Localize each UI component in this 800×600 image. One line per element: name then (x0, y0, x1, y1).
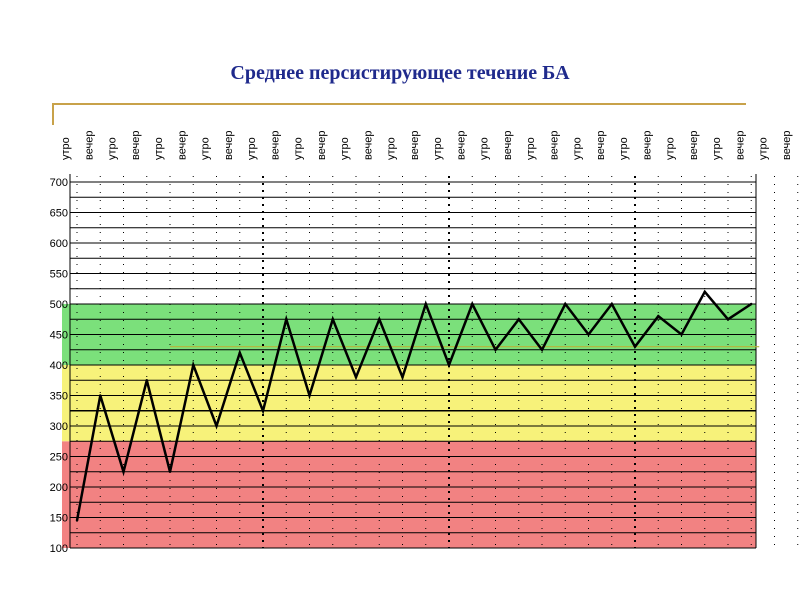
y-tick-label: 600 (50, 238, 68, 250)
data-point (703, 290, 706, 293)
x-category-label: утро (293, 137, 305, 160)
data-point (308, 394, 311, 397)
y-tick-label: 300 (50, 421, 68, 433)
data-point (750, 302, 753, 306)
x-category-label: вечер (176, 131, 188, 160)
data-point (75, 519, 79, 522)
x-category-label: утро (107, 137, 119, 160)
x-category-label: вечер (641, 131, 653, 160)
data-point (447, 363, 451, 367)
data-point (610, 302, 613, 306)
x-category-label: вечер (316, 131, 328, 160)
data-point (261, 409, 265, 412)
y-tick-label: 250 (50, 452, 68, 464)
data-point (517, 318, 520, 321)
x-category-label: утро (386, 137, 398, 160)
x-category-label: вечер (595, 131, 607, 160)
data-point (657, 315, 660, 318)
data-point (494, 348, 497, 351)
data-point (331, 318, 334, 321)
x-category-label: утро (200, 137, 212, 160)
data-point (285, 318, 288, 321)
y-tick-label: 350 (50, 391, 68, 403)
data-point (145, 379, 148, 382)
x-category-label: вечер (130, 131, 142, 160)
y-tick-label: 450 (50, 330, 68, 342)
y-tick-label: 650 (50, 208, 68, 220)
x-category-label: вечер (688, 131, 700, 160)
x-category-label: утро (432, 137, 444, 160)
x-category-label: вечер (781, 131, 793, 160)
x-category-label: утро (60, 137, 72, 160)
data-point (238, 351, 241, 354)
data-point (168, 470, 172, 473)
x-category-label: утро (665, 137, 677, 160)
x-category-label: вечер (502, 131, 514, 160)
x-category-label: утро (758, 137, 770, 160)
y-tick-label: 700 (50, 177, 68, 189)
y-tick-label: 150 (50, 513, 68, 525)
x-category-label: утро (246, 137, 258, 160)
data-point (354, 376, 358, 379)
title-rule-vertical (52, 103, 54, 125)
data-point (680, 333, 683, 336)
x-category-label: утро (618, 137, 630, 160)
x-category-label: вечер (548, 131, 560, 160)
data-point (192, 363, 195, 367)
data-point (726, 318, 730, 321)
y-tick-label: 200 (50, 482, 68, 494)
x-category-label: утро (711, 137, 723, 160)
x-category-label: вечер (362, 131, 374, 160)
data-point (215, 424, 218, 428)
data-point (424, 302, 427, 306)
y-tick-label: 100 (50, 543, 68, 555)
data-point (99, 394, 102, 397)
data-series-line (75, 289, 752, 521)
x-category-label: утро (339, 137, 351, 160)
data-point (540, 348, 544, 351)
y-tick-label: 400 (50, 360, 68, 372)
x-category-label: вечер (409, 131, 421, 160)
data-point (378, 318, 381, 321)
x-category-label: вечер (223, 131, 235, 160)
data-point (564, 302, 567, 306)
x-category-label: утро (572, 137, 584, 160)
data-point (633, 345, 637, 348)
data-point (122, 470, 125, 473)
x-category-label: вечер (269, 131, 281, 160)
title-rule (52, 103, 746, 105)
y-tick-label: 500 (50, 299, 68, 311)
zone-band-0 (62, 441, 756, 548)
x-category-label: вечер (734, 131, 746, 160)
data-point (471, 302, 474, 306)
x-category-label: утро (525, 137, 537, 160)
x-category-label: утро (479, 137, 491, 160)
x-category-label: вечер (83, 131, 95, 160)
x-category-label: вечер (455, 131, 467, 160)
chart-title: Среднее персистирующее течение БА (230, 62, 570, 84)
data-point (587, 333, 590, 336)
zone-band-1 (62, 365, 756, 442)
x-category-label: утро (153, 137, 165, 160)
y-tick-label: 550 (50, 269, 68, 281)
data-point (401, 376, 404, 379)
